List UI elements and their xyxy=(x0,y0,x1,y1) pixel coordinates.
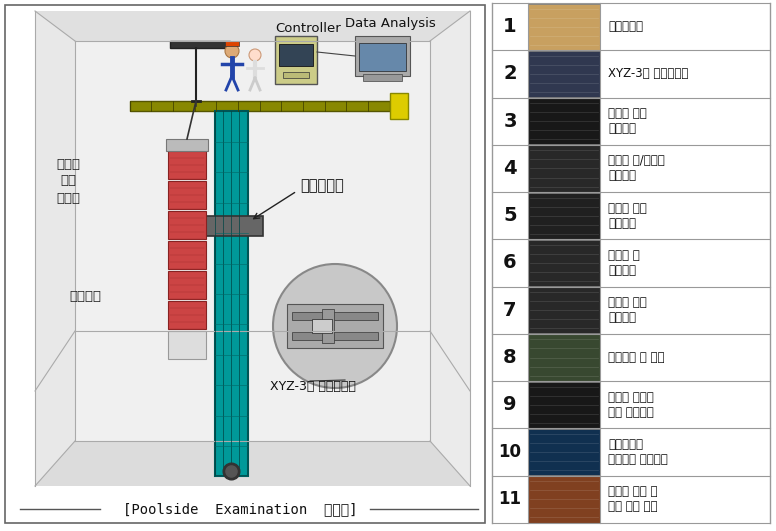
FancyBboxPatch shape xyxy=(168,331,206,359)
FancyBboxPatch shape xyxy=(492,239,528,287)
FancyBboxPatch shape xyxy=(492,50,770,98)
Text: 지지격자 폭 측정: 지지격자 폭 측정 xyxy=(608,351,664,364)
Text: 상단고정체
스프링력 측정장치: 상단고정체 스프링력 측정장치 xyxy=(608,438,668,466)
Text: 9: 9 xyxy=(504,395,517,414)
FancyBboxPatch shape xyxy=(312,319,332,333)
Text: 연료봉 직경
측정장치: 연료봉 직경 측정장치 xyxy=(608,296,646,324)
FancyBboxPatch shape xyxy=(130,101,390,111)
FancyBboxPatch shape xyxy=(166,139,208,151)
Circle shape xyxy=(225,44,239,58)
FancyBboxPatch shape xyxy=(528,382,600,428)
Polygon shape xyxy=(35,11,75,486)
FancyBboxPatch shape xyxy=(322,309,334,343)
FancyBboxPatch shape xyxy=(492,381,528,429)
FancyBboxPatch shape xyxy=(492,239,770,287)
Circle shape xyxy=(249,49,261,61)
FancyBboxPatch shape xyxy=(168,211,206,239)
FancyBboxPatch shape xyxy=(492,98,770,145)
FancyBboxPatch shape xyxy=(492,192,528,239)
FancyBboxPatch shape xyxy=(492,287,770,334)
Polygon shape xyxy=(430,11,470,486)
FancyBboxPatch shape xyxy=(292,312,378,320)
FancyBboxPatch shape xyxy=(492,429,528,476)
FancyBboxPatch shape xyxy=(363,74,402,81)
Text: 연료검사대: 연료검사대 xyxy=(300,178,344,193)
FancyBboxPatch shape xyxy=(528,335,600,381)
Text: 3: 3 xyxy=(504,112,517,131)
FancyBboxPatch shape xyxy=(168,301,206,329)
Polygon shape xyxy=(35,11,470,41)
FancyBboxPatch shape xyxy=(355,36,410,76)
Text: [Poolside  Examination  개략도]: [Poolside Examination 개략도] xyxy=(123,502,357,516)
Text: 11: 11 xyxy=(498,490,521,508)
FancyBboxPatch shape xyxy=(492,3,770,50)
FancyBboxPatch shape xyxy=(168,151,206,179)
Text: 5: 5 xyxy=(503,206,517,225)
FancyBboxPatch shape xyxy=(390,93,408,119)
Text: 연료봉 휨
측정장치: 연료봉 휨 측정장치 xyxy=(608,249,639,277)
Text: XYZ-3축 검사테이블: XYZ-3축 검사테이블 xyxy=(608,67,688,80)
Text: 사용후
연료
저장조: 사용후 연료 저장조 xyxy=(56,158,80,204)
Text: Controller: Controller xyxy=(275,22,341,36)
FancyBboxPatch shape xyxy=(215,111,248,476)
Text: 연료봉 산화막
두께 측정장치: 연료봉 산화막 두께 측정장치 xyxy=(608,391,653,419)
Text: 연료봉 길이
측정장치: 연료봉 길이 측정장치 xyxy=(608,202,646,230)
FancyBboxPatch shape xyxy=(492,50,528,98)
FancyBboxPatch shape xyxy=(492,192,770,239)
FancyBboxPatch shape xyxy=(492,334,770,381)
FancyBboxPatch shape xyxy=(528,51,600,97)
FancyBboxPatch shape xyxy=(492,3,528,50)
FancyBboxPatch shape xyxy=(492,145,528,192)
Text: 6: 6 xyxy=(503,253,517,272)
FancyBboxPatch shape xyxy=(359,43,406,71)
FancyBboxPatch shape xyxy=(5,5,485,523)
FancyBboxPatch shape xyxy=(287,304,383,348)
FancyBboxPatch shape xyxy=(492,476,770,523)
Text: 2: 2 xyxy=(503,64,517,83)
Text: 7: 7 xyxy=(504,301,517,320)
FancyBboxPatch shape xyxy=(200,216,263,236)
Text: 집합체 휨/비틀림
측정장치: 집합체 휨/비틀림 측정장치 xyxy=(608,155,665,183)
FancyBboxPatch shape xyxy=(528,4,600,50)
FancyBboxPatch shape xyxy=(492,287,528,334)
Polygon shape xyxy=(75,41,430,441)
FancyBboxPatch shape xyxy=(492,476,528,523)
Text: XYZ-3축 검사테이블: XYZ-3축 검사테이블 xyxy=(270,380,356,392)
Text: 1: 1 xyxy=(503,17,517,36)
FancyBboxPatch shape xyxy=(292,332,378,340)
FancyBboxPatch shape xyxy=(283,72,309,78)
Text: 검사연료: 검사연료 xyxy=(69,289,101,303)
FancyBboxPatch shape xyxy=(225,41,239,46)
FancyBboxPatch shape xyxy=(492,98,528,145)
Text: 10: 10 xyxy=(498,443,521,461)
FancyBboxPatch shape xyxy=(528,193,600,239)
FancyBboxPatch shape xyxy=(528,429,600,475)
Polygon shape xyxy=(35,441,470,486)
FancyBboxPatch shape xyxy=(528,287,600,333)
FancyBboxPatch shape xyxy=(492,145,770,192)
Text: Data Analysis: Data Analysis xyxy=(345,18,436,30)
FancyBboxPatch shape xyxy=(168,181,206,209)
FancyBboxPatch shape xyxy=(170,41,230,48)
FancyBboxPatch shape xyxy=(528,98,600,144)
Text: 집합체 길이
측정장치: 집합체 길이 측정장치 xyxy=(608,107,646,135)
FancyBboxPatch shape xyxy=(528,240,600,286)
FancyBboxPatch shape xyxy=(528,476,600,523)
FancyBboxPatch shape xyxy=(492,381,770,429)
Circle shape xyxy=(273,264,397,388)
FancyBboxPatch shape xyxy=(528,145,600,192)
FancyBboxPatch shape xyxy=(492,429,770,476)
FancyBboxPatch shape xyxy=(168,241,206,269)
FancyBboxPatch shape xyxy=(275,36,317,84)
Text: 연료봉 손상 및
마모 검출 장치: 연료봉 손상 및 마모 검출 장치 xyxy=(608,485,657,513)
Text: 연료검사대: 연료검사대 xyxy=(608,20,643,33)
FancyBboxPatch shape xyxy=(279,44,313,66)
FancyBboxPatch shape xyxy=(492,334,528,381)
FancyBboxPatch shape xyxy=(168,271,206,299)
Text: 4: 4 xyxy=(503,159,517,178)
Text: 8: 8 xyxy=(503,348,517,367)
